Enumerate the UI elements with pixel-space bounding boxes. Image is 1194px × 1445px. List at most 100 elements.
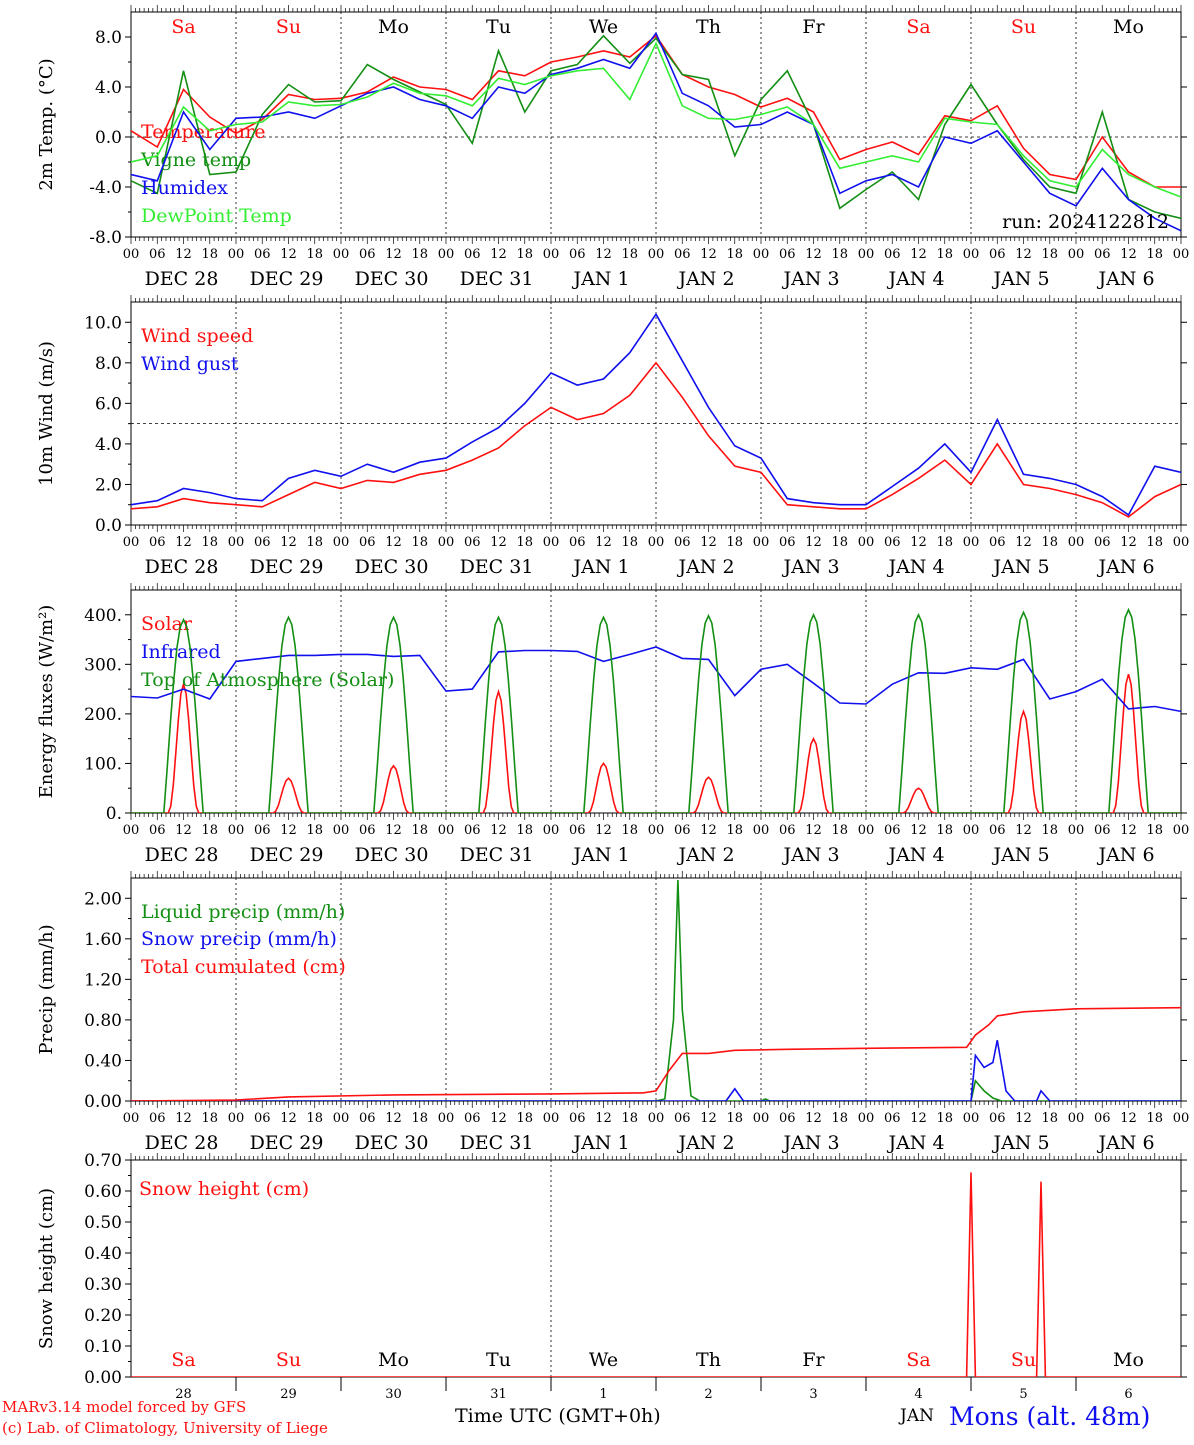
panel-4-top-ticks bbox=[130, 871, 1182, 878]
bottom-day-label: Fr bbox=[802, 1349, 825, 1371]
panel-4-hour-label: 12 bbox=[175, 1111, 192, 1126]
panel-1-date-label: DEC 30 bbox=[355, 268, 429, 290]
panel-4-hour-label: 12 bbox=[490, 1111, 507, 1126]
panel-4-hour-label: 06 bbox=[1094, 1111, 1111, 1126]
panel-1-hour-label: 18 bbox=[306, 247, 323, 262]
panel-2-hour-label: 06 bbox=[1094, 535, 1111, 550]
bottom-day-number: 4 bbox=[914, 1387, 922, 1402]
panel-3-hour-label: 12 bbox=[490, 823, 507, 838]
bottom-day-number: 3 bbox=[809, 1387, 817, 1402]
panel-1-hour-label: 18 bbox=[201, 247, 218, 262]
panel-2-hour-label: 18 bbox=[201, 535, 218, 550]
panel-2-hour-label: 12 bbox=[175, 535, 192, 550]
bottom-day-label: Sa bbox=[906, 1349, 930, 1371]
panel-3-hour-label: 06 bbox=[569, 823, 586, 838]
month-label: JAN bbox=[900, 1406, 934, 1426]
panel-3-series-2-line bbox=[131, 646, 1181, 713]
panel-4-hour-label: 18 bbox=[201, 1111, 218, 1126]
panel-3-hour-label: 06 bbox=[254, 823, 271, 838]
panel-4-hour-label: 12 bbox=[595, 1111, 612, 1126]
panel-3-hour-label: 18 bbox=[726, 823, 743, 838]
panel-1-hour-label: 06 bbox=[989, 247, 1006, 262]
panel-1-y-tick-label: 0.0 bbox=[95, 128, 122, 148]
panel-2-hour-label: 00 bbox=[123, 535, 140, 550]
panel-1-hour-label: 18 bbox=[726, 247, 743, 262]
panel-2-hour-label: 18 bbox=[1146, 535, 1163, 550]
panel-4-hour-label: 18 bbox=[516, 1111, 533, 1126]
panel-3-hour-label: 00 bbox=[1068, 823, 1085, 838]
panel-4-hour-label: 00 bbox=[333, 1111, 350, 1126]
panel-3-y-tick-label: 200. bbox=[84, 705, 122, 725]
panel-4-legend-1: Liquid precip (mm/h) bbox=[141, 901, 345, 923]
panel-5-y-tick-label: 0.30 bbox=[84, 1275, 122, 1295]
panel-3-hour-label: 18 bbox=[621, 823, 638, 838]
panel-2-hour-label: 12 bbox=[280, 535, 297, 550]
panel-2-date-label: JAN 3 bbox=[781, 556, 839, 578]
panel-3-series-3-line bbox=[131, 607, 1181, 813]
bottom-day-label: Tu bbox=[486, 1349, 511, 1371]
panel-1-legend-2: Vigne temp bbox=[140, 149, 251, 171]
panel-3-y-tick-label: 400. bbox=[84, 606, 122, 626]
panel-3-hour-label: 18 bbox=[306, 823, 323, 838]
panel-5-legend-1: Snow height (cm) bbox=[139, 1178, 309, 1200]
panel-3-date-label: JAN 1 bbox=[571, 844, 629, 866]
panel-2-hour-label: 12 bbox=[805, 535, 822, 550]
panel-4-series-3-line bbox=[131, 1006, 1181, 1101]
panel-3-date-label: JAN 4 bbox=[886, 844, 944, 866]
panel-1-bottom-ticks bbox=[130, 237, 1182, 244]
panel-3-hour-label: 00 bbox=[438, 823, 455, 838]
panel-3-hour-label: 12 bbox=[280, 823, 297, 838]
panel-3-hour-label: 18 bbox=[831, 823, 848, 838]
panel-4-date-label: JAN 3 bbox=[781, 1132, 839, 1154]
panel-1-hour-label: 00 bbox=[858, 247, 875, 262]
panel-2-hour-label: 00 bbox=[648, 535, 665, 550]
panel-2-hour-label: 06 bbox=[779, 535, 796, 550]
panel-1-hour-label: 00 bbox=[228, 247, 245, 262]
panel-4-y-tick-label: 1.20 bbox=[84, 970, 122, 990]
panel-1-hour-label: 06 bbox=[149, 247, 166, 262]
panel-2-hour-label: 18 bbox=[516, 535, 533, 550]
panel-1-series-3-line bbox=[131, 31, 1181, 232]
panel-3-hour-label: 00 bbox=[123, 823, 140, 838]
panel-1-date-label: DEC 31 bbox=[460, 268, 534, 290]
panel-4-hour-label: 00 bbox=[123, 1111, 140, 1126]
panel-2-hour-label: 18 bbox=[936, 535, 953, 550]
panel-1-date-label: JAN 2 bbox=[676, 268, 734, 290]
panel-4-bottom-ticks bbox=[130, 1101, 1182, 1108]
panel-3-hour-label: 00 bbox=[753, 823, 770, 838]
panel-3-hour-label: 06 bbox=[359, 823, 376, 838]
panel-2-hour-label: 12 bbox=[385, 535, 402, 550]
panel-1-hour-label: 06 bbox=[674, 247, 691, 262]
panel-1-date-label: JAN 3 bbox=[781, 268, 839, 290]
panel-2-hour-label: 06 bbox=[254, 535, 271, 550]
bottom-day-number: 1 bbox=[599, 1387, 607, 1402]
panel-1-hour-label: 18 bbox=[936, 247, 953, 262]
panel-3-date-label: DEC 31 bbox=[460, 844, 534, 866]
panel-4-legend-2: Snow precip (mm/h) bbox=[141, 928, 337, 950]
panel-2-hour-label: 18 bbox=[621, 535, 638, 550]
panel-4-date-label: JAN 2 bbox=[676, 1132, 734, 1154]
panel-4-y-label: Precip (mm/h) bbox=[36, 924, 57, 1054]
panel-2-hour-label: 18 bbox=[831, 535, 848, 550]
panel-2-hour-label: 12 bbox=[490, 535, 507, 550]
panel-4-y-tick-label: 0.40 bbox=[84, 1051, 122, 1071]
panel-1-hour-label: 06 bbox=[254, 247, 271, 262]
panel-3-hour-label: 12 bbox=[805, 823, 822, 838]
panel-1-hour-label: 12 bbox=[700, 247, 717, 262]
panel-2-date-label: JAN 1 bbox=[571, 556, 629, 578]
panel-1-hour-label: 06 bbox=[464, 247, 481, 262]
panel-3-hour-label: 06 bbox=[149, 823, 166, 838]
top-day-label: Su bbox=[276, 16, 301, 38]
panel-2-hour-label: 12 bbox=[910, 535, 927, 550]
panel-1-hour-label: 00 bbox=[648, 247, 665, 262]
panel-1-series-4-line bbox=[131, 41, 1181, 198]
panel-3-hour-label: 06 bbox=[989, 823, 1006, 838]
panel-4-hour-label: 12 bbox=[280, 1111, 297, 1126]
panel-3-date-label: DEC 30 bbox=[355, 844, 429, 866]
panel-3-legend-3: Top of Atmosphere (Solar) bbox=[141, 669, 394, 691]
panel-4-hour-label: 06 bbox=[674, 1111, 691, 1126]
panel-2-date-label: JAN 2 bbox=[676, 556, 734, 578]
panel-4-hour-label: 00 bbox=[753, 1111, 770, 1126]
panel-2-date-label: DEC 28 bbox=[145, 556, 219, 578]
panel-2-y-label: 10m Wind (m/s) bbox=[36, 341, 57, 486]
